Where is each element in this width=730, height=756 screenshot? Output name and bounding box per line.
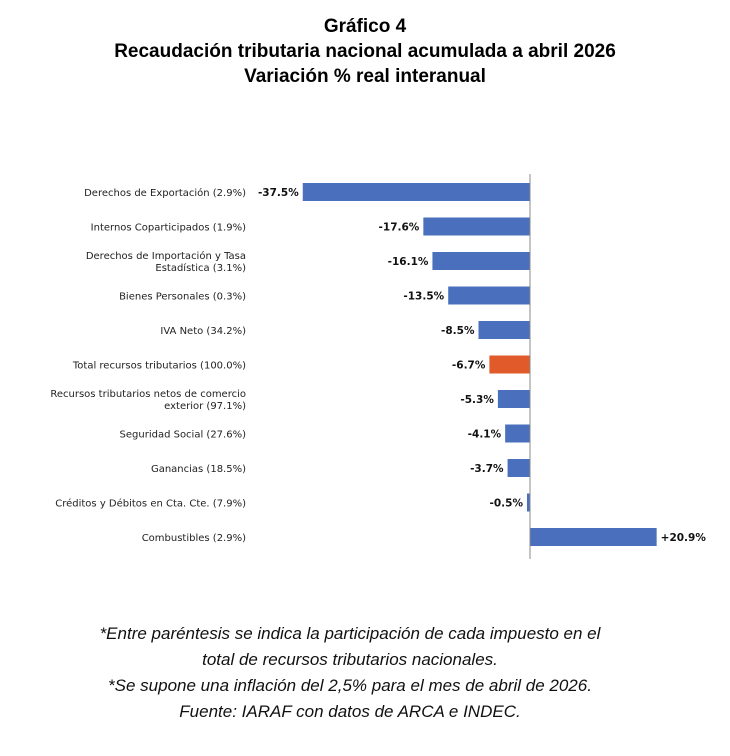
data-label: -3.7% xyxy=(470,463,504,475)
chart-subtitle: Variación % real interanual xyxy=(244,66,486,87)
bar xyxy=(526,493,530,512)
data-label: -8.5% xyxy=(441,325,475,337)
bar xyxy=(489,355,530,374)
category-label: Créditos y Débitos en Cta. Cte. (7.9%) xyxy=(55,498,246,510)
bar-chart: -37.5% Derechos de Exportación (2.9%) -17.… xyxy=(50,174,707,559)
chart-title: Recaudación tributaria nacional acumulad… xyxy=(114,41,616,62)
data-label: -17.6% xyxy=(379,222,420,234)
bar xyxy=(478,321,530,339)
category-label: Derechos de Exportación (2.9%) xyxy=(84,187,246,199)
source-note: Fuente: IARAF con datos de ARCA e INDEC. xyxy=(179,702,521,721)
bar xyxy=(530,528,657,546)
footnotes: *Entre paréntesis se indica la participa… xyxy=(0,621,700,725)
data-label: -5.3% xyxy=(460,394,494,406)
category-label: Internos Coparticipados (1.9%) xyxy=(91,223,246,234)
category-label: Combustibles (2.9%) xyxy=(142,533,246,544)
data-label: -37.5% xyxy=(258,187,299,199)
bar xyxy=(432,252,530,270)
figure-number: Gráfico 4 xyxy=(323,16,407,37)
category-label: Derechos de Importación y Tasa Estadístic… xyxy=(86,250,246,274)
category-label: Total recursos tributarios (100.0%) xyxy=(72,361,246,372)
data-label: +20.9% xyxy=(661,532,707,544)
category-label: IVA Neto (34.2%) xyxy=(160,326,246,337)
data-label: -0.5% xyxy=(489,498,523,510)
footnote-share: *Entre paréntesis se indica la participa… xyxy=(99,624,601,643)
footnote-share-cont: total de recursos tributarios nacionales… xyxy=(202,650,498,669)
data-label: -4.1% xyxy=(468,429,502,441)
bar xyxy=(497,390,530,408)
chart-title-block: Gráfico 4 Recaudación tributaria naciona… xyxy=(0,14,730,89)
category-label: Recursos tributarios netos de comercio ex… xyxy=(50,389,246,412)
category-label: Seguridad Social (27.6%) xyxy=(120,430,247,441)
bar xyxy=(448,286,530,305)
category-label: Ganancias (18.5%) xyxy=(151,464,246,475)
bar xyxy=(505,424,530,443)
bar xyxy=(423,217,530,236)
bar xyxy=(302,183,530,201)
data-label: -13.5% xyxy=(403,291,444,303)
footnote-inflation: *Se supone una inflación del 2,5% para e… xyxy=(108,676,592,695)
category-label: Bienes Personales (0.3%) xyxy=(119,292,246,303)
data-label: -16.1% xyxy=(388,256,429,268)
bar xyxy=(507,459,530,477)
data-label: -6.7% xyxy=(452,360,486,372)
